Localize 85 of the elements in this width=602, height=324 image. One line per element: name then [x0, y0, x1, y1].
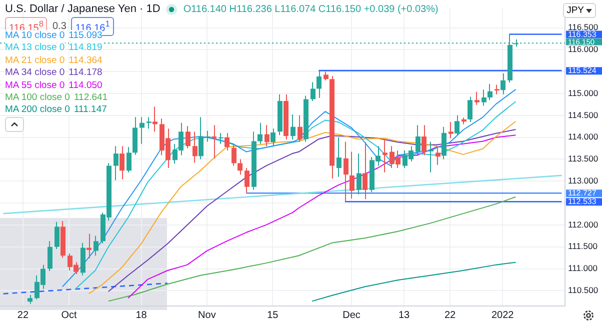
- candlestick: [448, 122, 454, 139]
- y-tick-label: 111.000: [568, 263, 598, 274]
- candlestick: [290, 114, 296, 140]
- candlestick: [224, 132, 230, 151]
- data-label: 112.727: [568, 188, 597, 198]
- candlestick: [206, 130, 210, 142]
- candlestick: [198, 116, 204, 160]
- y-tick-label: 112.000: [568, 219, 598, 230]
- x-tick-label: 15: [267, 310, 279, 321]
- candlestick: [316, 70, 322, 98]
- x-tick-label: Nov: [198, 310, 216, 321]
- candlestick: [454, 114, 460, 136]
- candlestick: [442, 126, 446, 160]
- data-label: 116.353: [568, 30, 597, 39]
- annotation: 114.364: [68, 54, 102, 66]
- text: MA 13 close 0: [5, 42, 65, 54]
- candlestick: [218, 132, 224, 144]
- candlestick: [232, 143, 236, 166]
- y-tick-label: 114.000: [568, 132, 598, 142]
- annotation: 114.819: [68, 42, 102, 54]
- candlestick: [270, 128, 276, 147]
- candlestick: [126, 146, 132, 173]
- candlestick: [120, 146, 124, 180]
- candlestick: [482, 89, 486, 106]
- chart-title: U.S. Dollar / Japanese Yen · 1D: [5, 3, 160, 15]
- candlestick: [298, 114, 302, 142]
- candlestick: [336, 136, 342, 178]
- candlestick: [192, 131, 198, 164]
- text: MA 100 close 0: [5, 92, 70, 104]
- candlestick: [416, 124, 420, 156]
- candlestick: [474, 91, 480, 106]
- candlestick: [238, 158, 242, 176]
- y-tick-label: 113.000: [568, 175, 598, 186]
- candlestick: [344, 141, 348, 202]
- candlestick: [54, 221, 60, 250]
- candlestick: [258, 122, 262, 144]
- annotation: 114.178: [68, 67, 102, 78]
- annotation: 0.3: [52, 21, 66, 32]
- candlestick: [140, 116, 144, 144]
- candlestick: [244, 168, 250, 194]
- x-tick-label: 2022: [491, 310, 514, 321]
- candlestick: [488, 83, 492, 101]
- x-tick-label: 13: [398, 310, 410, 321]
- y-tick-label: 114.500: [568, 110, 598, 120]
- y-tick-label: 115.000: [568, 88, 598, 98]
- y-tick-label: 116.500: [568, 22, 598, 32]
- candlestick: [356, 153, 362, 195]
- candlestick: [382, 138, 388, 173]
- candlestick: [494, 84, 500, 95]
- candlestick: [264, 124, 270, 147]
- text: MA 34 close 0: [5, 67, 65, 78]
- annotation: 112.641: [74, 92, 108, 104]
- text: JPY: [566, 4, 584, 17]
- data-label: 115.524: [568, 66, 597, 76]
- candlestick: [152, 106, 158, 132]
- candlestick: [362, 142, 368, 200]
- candlestick: [146, 116, 152, 130]
- candlestick: [48, 240, 52, 272]
- candlestick: [94, 235, 98, 256]
- annotation: O116.140 H116.236 L116.074 C116.150 +0.039 (+0.03%): [183, 4, 438, 14]
- candlestick: [428, 141, 434, 173]
- text: MA 21 close 0: [5, 54, 65, 66]
- candlestick: [500, 72, 506, 95]
- x-tick-label: 22: [17, 310, 29, 321]
- y-tick-label: 111.500: [568, 241, 598, 252]
- candlestick: [350, 151, 354, 200]
- text: MA 55 close 0: [5, 80, 65, 91]
- x-tick-label: Oct: [61, 310, 77, 321]
- annotation: 114.050: [68, 80, 102, 91]
- text: MA 200 close 0: [5, 104, 70, 116]
- candlestick: [86, 233, 92, 259]
- candlestick: [310, 82, 316, 102]
- y-tick-label: 113.500: [568, 154, 598, 164]
- data-label: 112.533: [568, 197, 597, 206]
- x-tick-label: 18: [136, 310, 148, 321]
- x-tick-label: Dec: [342, 310, 360, 321]
- candlestick: [468, 96, 472, 123]
- y-tick-label: 110.500: [568, 285, 598, 296]
- candlestick: [114, 146, 118, 181]
- y-tick-label: 116.000: [568, 44, 598, 54]
- candlestick: [436, 148, 440, 166]
- annotation: 111.147: [74, 104, 107, 116]
- candlestick: [422, 124, 426, 156]
- candlestick: [186, 125, 190, 149]
- x-tick-label: 22: [444, 310, 456, 321]
